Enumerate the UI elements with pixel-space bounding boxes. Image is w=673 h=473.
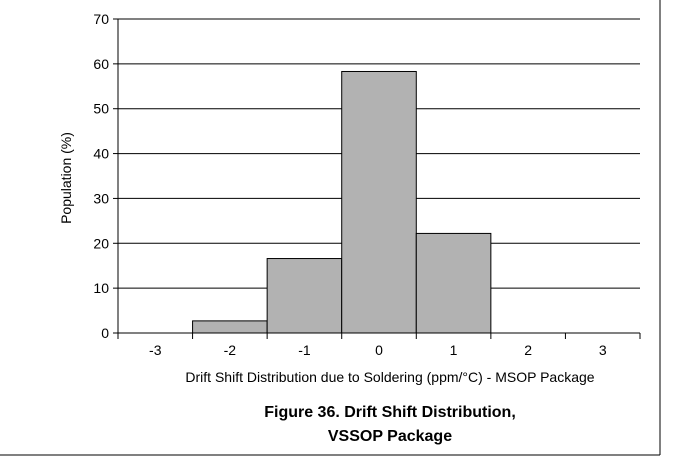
x-tick-label--3: -3: [149, 342, 162, 358]
bar-0: [341, 70, 417, 334]
figure-caption-line-1: Figure 36. Drift Shift Distribution,: [264, 404, 516, 421]
x-tick-label-2: 2: [524, 342, 532, 358]
y-tick-label-30: 30: [93, 190, 109, 206]
x-tick-label--2: -2: [224, 342, 237, 358]
y-tick-label-20: 20: [93, 235, 109, 251]
bars: [192, 70, 492, 334]
tick-labels: 0 10 20 30 40 50 60 70 -3 -2 -1 0 1 2 3: [93, 11, 606, 358]
y-tick-label-40: 40: [93, 146, 109, 162]
bar--1: [266, 258, 343, 334]
figure-caption-line-2: VSSOP Package: [328, 428, 452, 445]
bar-1: [415, 232, 492, 334]
x-tick-label-0: 0: [375, 342, 383, 358]
x-axis-label: Drift Shift Distribution due to Solderin…: [185, 369, 594, 385]
y-tick-label-10: 10: [93, 280, 109, 296]
axes: [113, 18, 641, 339]
y-axis-label: Population (%): [58, 132, 74, 224]
y-tick-label-60: 60: [93, 56, 109, 72]
x-tick-label--1: -1: [298, 342, 311, 358]
bar--2: [192, 320, 268, 334]
x-tick-label-3: 3: [599, 342, 607, 358]
y-tick-label-70: 70: [93, 11, 109, 27]
x-tick-label-1: 1: [450, 342, 458, 358]
y-tick-label-50: 50: [93, 101, 109, 117]
y-tick-label-0: 0: [101, 325, 109, 341]
